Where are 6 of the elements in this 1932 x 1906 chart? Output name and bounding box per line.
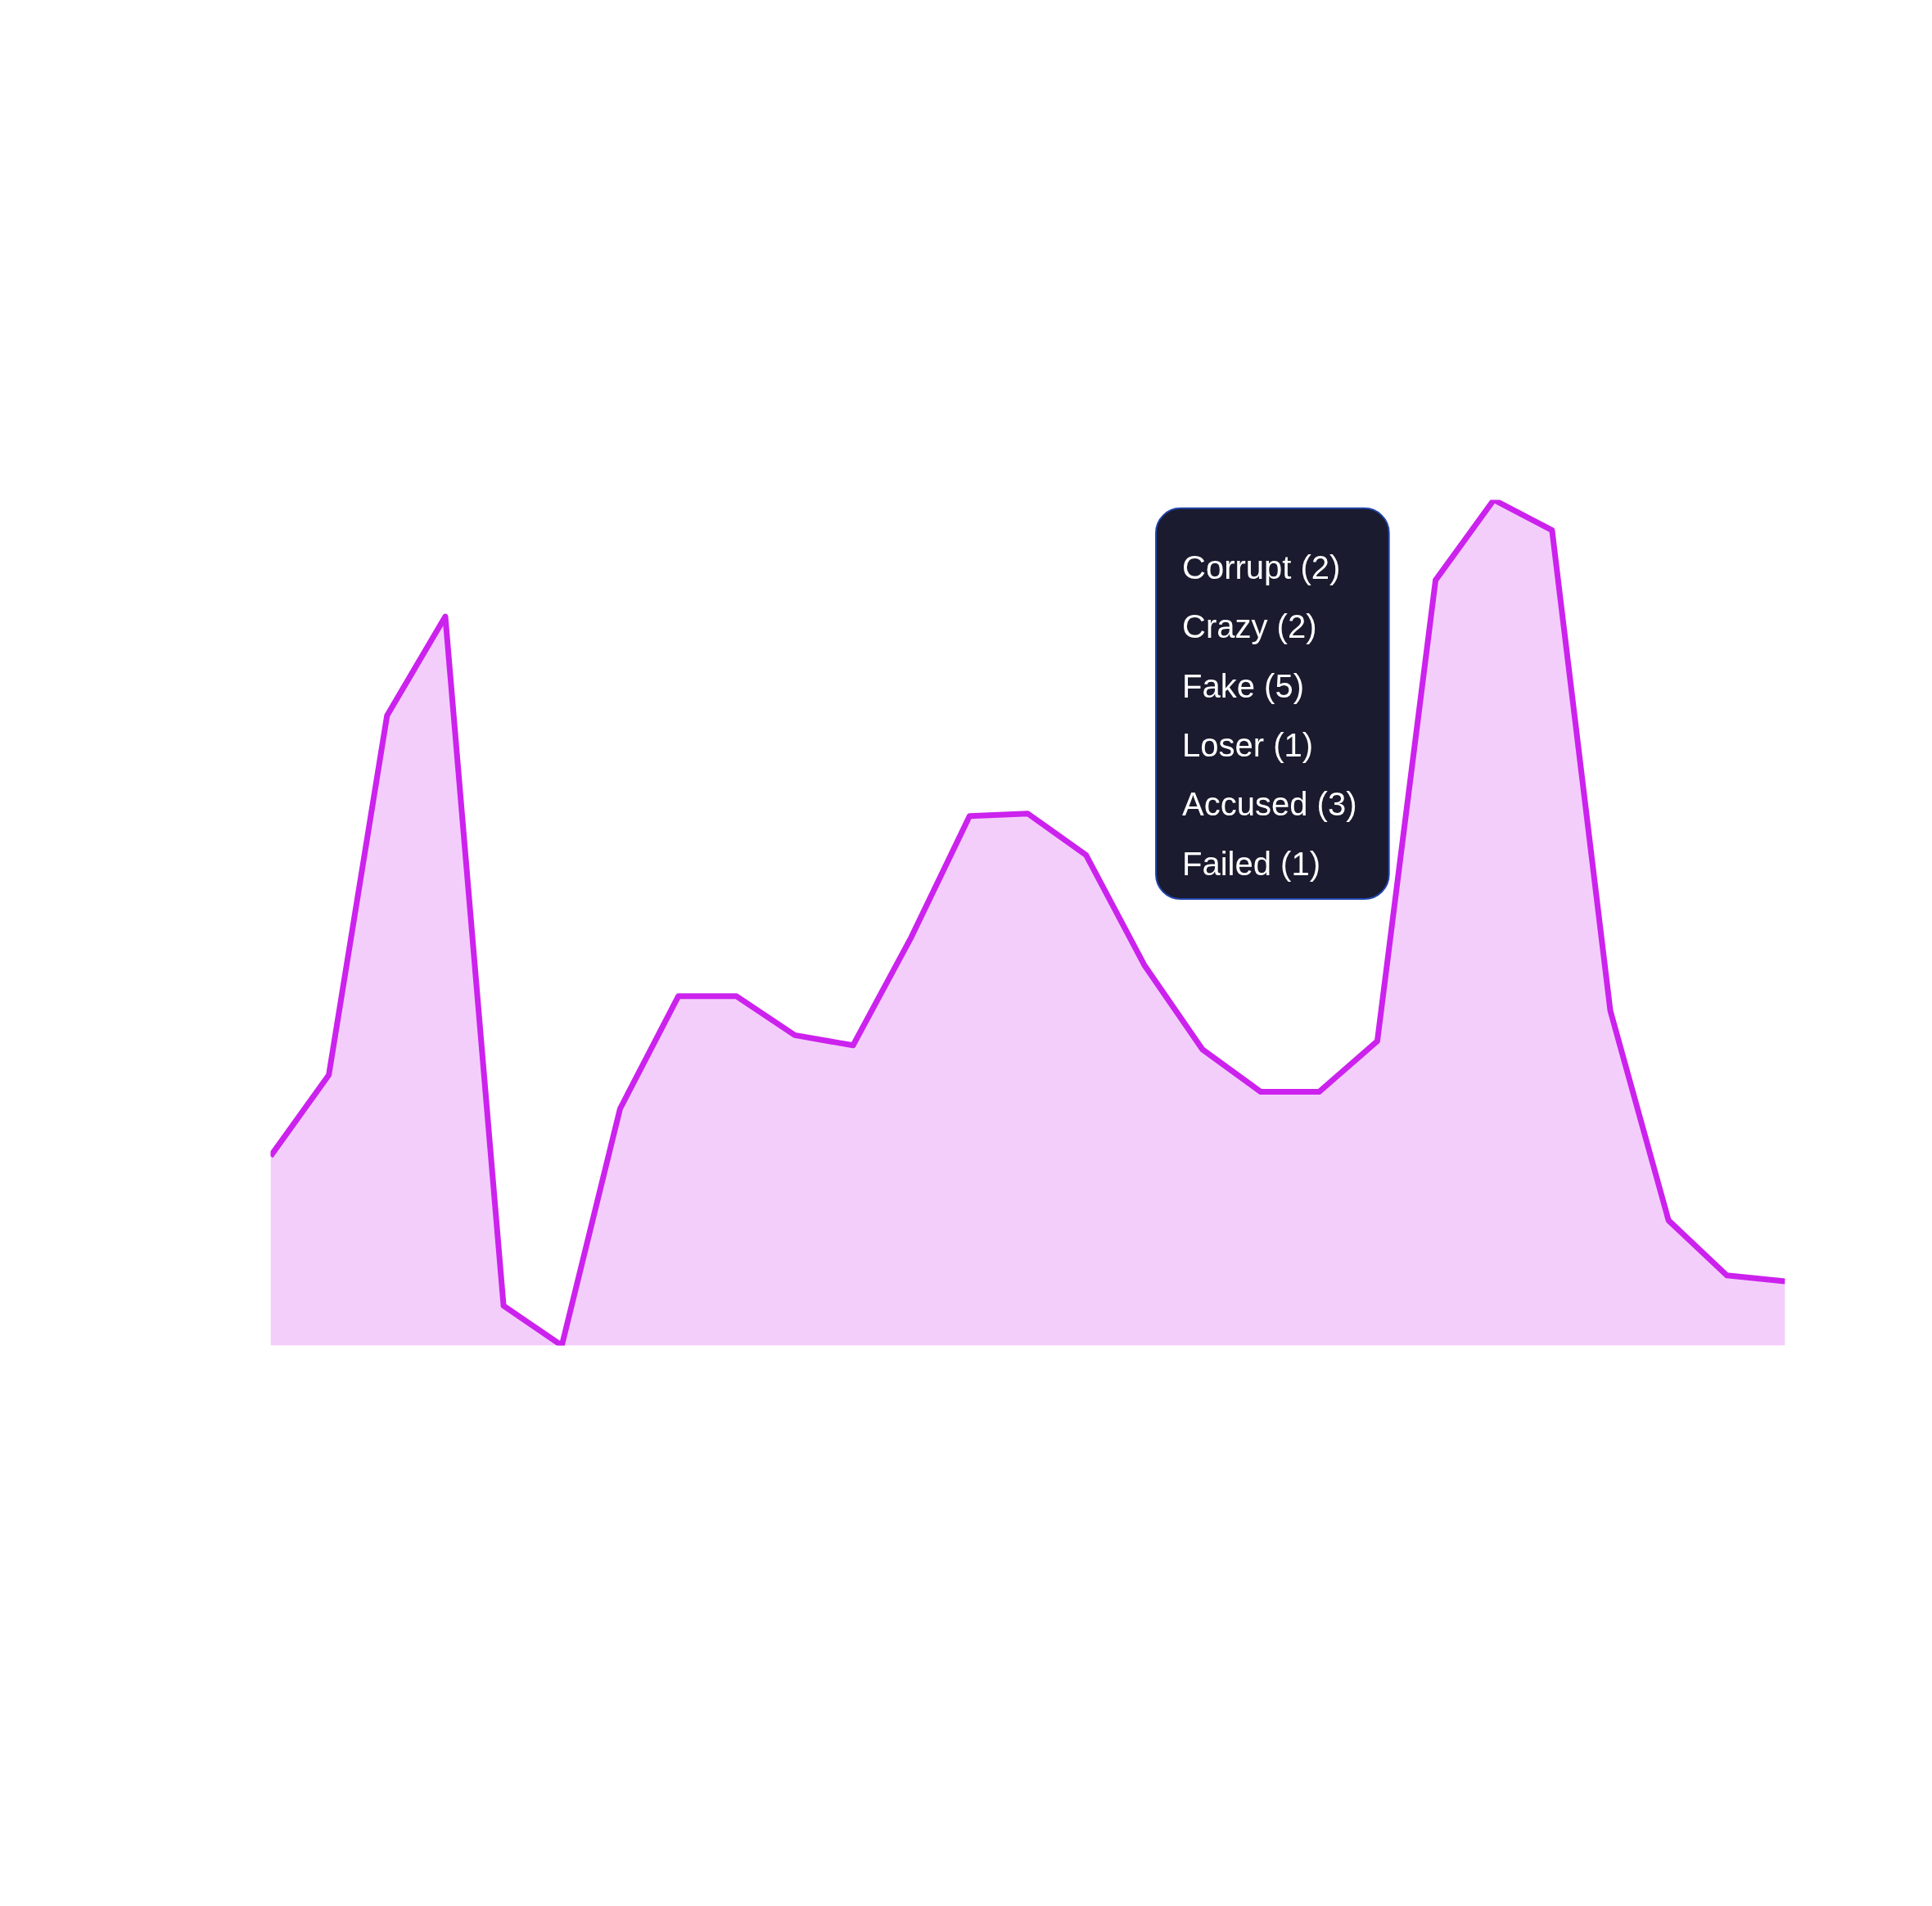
annotation: Crazy (2) [1182, 608, 1317, 645]
annotation: Fake (5) [1182, 667, 1304, 704]
annotation: Accused (3) [1182, 786, 1357, 823]
annotation: Failed (1) [1182, 845, 1321, 882]
annotation: Corrupt (2) [1182, 549, 1341, 586]
annotation: Loser (1) [1182, 727, 1314, 764]
